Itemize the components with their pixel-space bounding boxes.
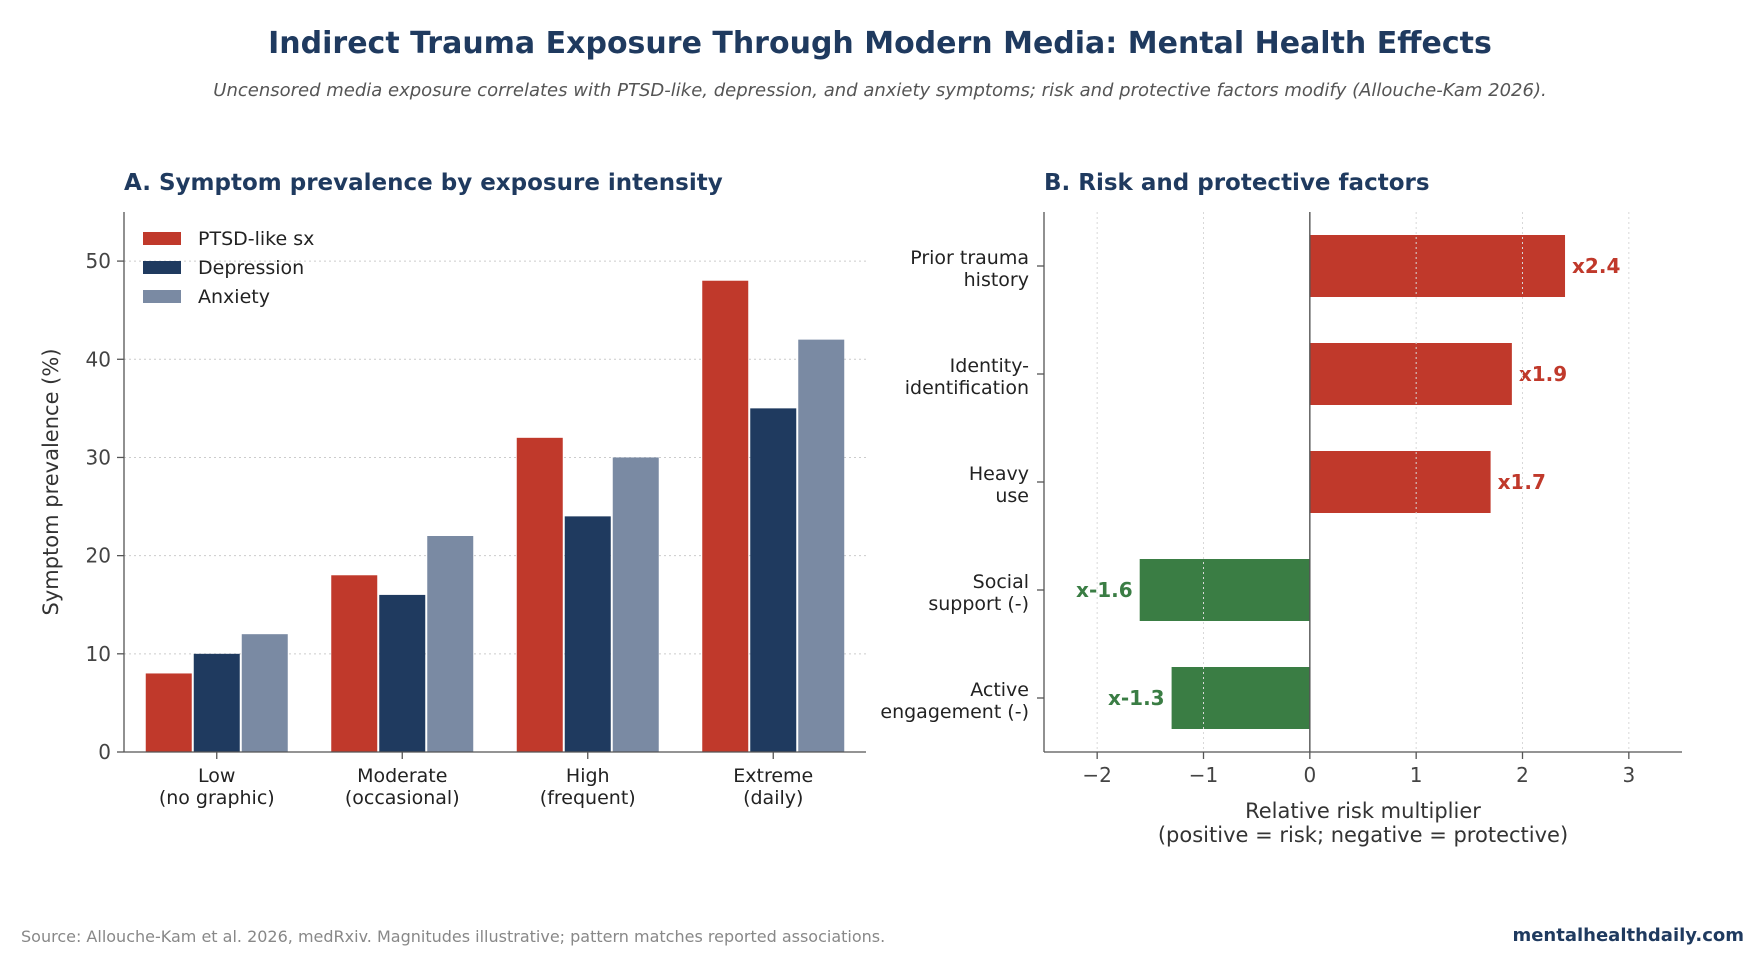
panel-b-title: B. Risk and protective factors [1044, 170, 1430, 196]
panel-a-bar [564, 516, 611, 752]
panel-b-y-tick-label: history [964, 269, 1029, 291]
footer-brand: mentalhealthdaily.com [1512, 925, 1744, 946]
legend-entry: PTSD-like sx [198, 228, 314, 250]
panel-b-data-label: x-1.6 [1076, 578, 1133, 602]
panel-a-x-tick-label: (frequent) [540, 787, 636, 809]
panel-a-x-tick-label: (daily) [743, 787, 803, 809]
legend-swatch [143, 290, 181, 303]
panel-b-x-tick-label: 2 [1516, 763, 1529, 787]
panel-b-y-tick-label: Active [970, 679, 1029, 701]
panel-b-bar [1139, 559, 1310, 621]
panel-b-x-tick-label: −2 [1082, 763, 1111, 787]
footer-source: Source: Allouche-Kam et al. 2026, medRxi… [21, 927, 886, 946]
panel-b-x-tick-label: 1 [1410, 763, 1423, 787]
panel-a-x-tick-label: (no graphic) [159, 787, 275, 809]
chart-title: Indirect Trauma Exposure Through Modern … [268, 26, 1492, 61]
panel-a-y-tick-label: 50 [86, 249, 111, 273]
panel-b-y-tick-label: engagement (-) [880, 701, 1029, 723]
panel-b-y-tick-label: Heavy [969, 463, 1029, 485]
panel-a-bar [145, 673, 192, 752]
panel-a-bar [427, 536, 474, 752]
panel-b-x-tick-label: 0 [1303, 763, 1316, 787]
panel-a-x-tick-label: Moderate [357, 765, 447, 787]
panel-a-y-tick-label: 0 [98, 740, 111, 764]
panel-b-y-tick-label: support (-) [928, 593, 1029, 615]
panel-b-y-tick-label: Prior trauma [910, 247, 1029, 269]
panel-b-x-axis-label: (positive = risk; negative = protective) [1158, 823, 1568, 847]
panel-a-bar [241, 634, 288, 752]
panel-b-data-label: x-1.3 [1108, 686, 1165, 710]
panel-a-y-tick-label: 10 [86, 642, 111, 666]
panel-a-x-tick-label: (occasional) [345, 787, 460, 809]
legend-entry: Anxiety [198, 286, 270, 308]
panel-a-x-tick-label: Low [198, 765, 235, 787]
panel-a-y-tick-label: 20 [86, 544, 111, 568]
panel-b-x-tick-label: −1 [1189, 763, 1218, 787]
panel-a-bar [612, 457, 659, 752]
panel-b-y-tick-label: Social [973, 571, 1029, 593]
panel-b-data-label: x1.9 [1519, 362, 1567, 386]
panel-b-bar [1309, 235, 1566, 297]
legend-swatch [143, 232, 181, 245]
panel-b-data-label: x2.4 [1572, 254, 1620, 278]
panel-a-x-tick-label: High [566, 765, 610, 787]
panel-b-bar [1309, 343, 1512, 405]
panel-b-x-axis-label: Relative risk multiplier [1245, 799, 1481, 823]
panel-b-y-tick-label: identification [905, 377, 1029, 399]
panel-b-y-tick-label: Identity- [950, 355, 1029, 377]
panel-a-bar [750, 408, 797, 752]
chart-subtitle: Uncensored media exposure correlates wit… [213, 80, 1547, 101]
legend-entry: Depression [198, 257, 304, 279]
panel-a-bar [331, 575, 378, 752]
panel-a-bar [702, 280, 749, 752]
panel-a-y-tick-label: 30 [86, 445, 111, 469]
legend-swatch [143, 261, 181, 274]
panel-a-bar [193, 653, 240, 752]
panel-a-bar [379, 594, 426, 752]
panel-b-bar [1171, 667, 1310, 729]
panel-a-y-tick-label: 40 [86, 347, 111, 371]
panel-a-bar [516, 437, 563, 752]
panel-b-x-tick-label: 3 [1622, 763, 1635, 787]
panel-b-bar [1309, 451, 1491, 513]
panel-b-y-tick-label: use [995, 485, 1029, 507]
panel-b-data-label: x1.7 [1498, 470, 1546, 494]
panel-a-title: A. Symptom prevalence by exposure intens… [124, 170, 723, 196]
panel-a-x-tick-label: Extreme [733, 765, 813, 787]
panel-a-bar [798, 339, 845, 752]
panel-a-y-axis-label: Symptom prevalence (%) [39, 348, 63, 615]
